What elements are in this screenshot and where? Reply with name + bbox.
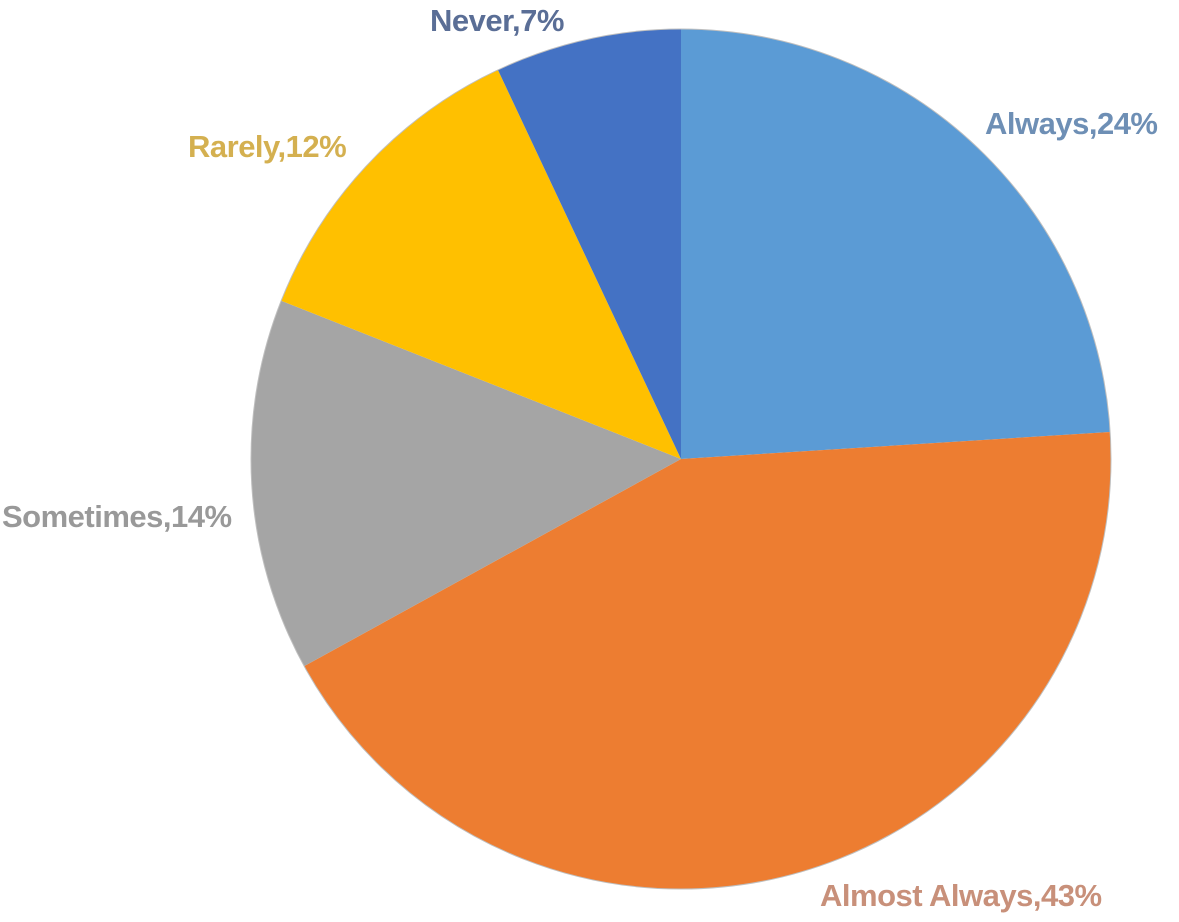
pie-slice-always	[681, 29, 1111, 459]
pie-slice-sometimes	[251, 300, 681, 667]
data-label-always: Always,24%	[985, 106, 1158, 141]
data-label-almost-always: Almost Always,43%	[820, 878, 1102, 913]
pie-slice-never	[497, 28, 681, 459]
pie-slice-rarely	[281, 69, 681, 460]
slices-layer	[250, 28, 1112, 890]
pie-outline	[250, 28, 1112, 890]
data-label-rarely: Rarely,12%	[188, 129, 346, 164]
data-label-never: Never,7%	[430, 3, 564, 38]
pie-slice-almost-always	[304, 432, 1111, 889]
labels-layer: Always,24% Almost Always,43% Sometimes,14%…	[2, 3, 1158, 913]
data-label-sometimes: Sometimes,14%	[2, 499, 232, 534]
